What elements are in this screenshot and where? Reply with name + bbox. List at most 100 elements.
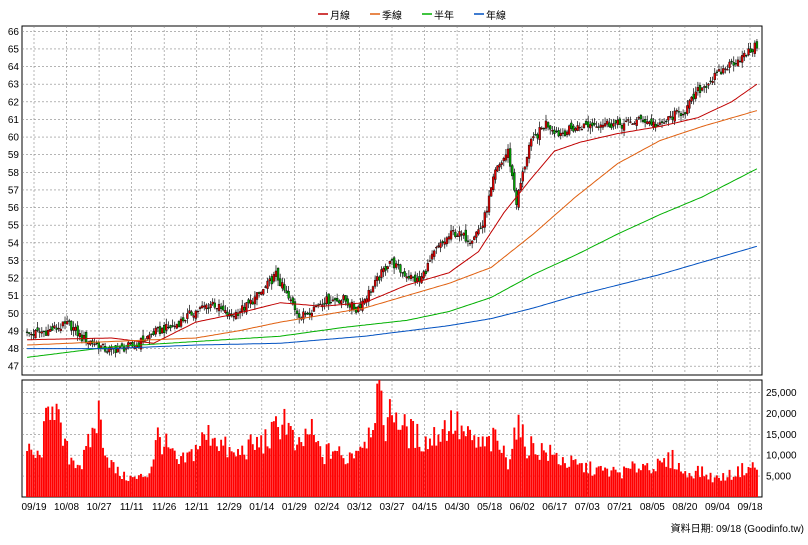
volume-bar (384, 441, 387, 497)
volume-bar (481, 436, 484, 497)
volume-bar (161, 454, 164, 497)
candle-body (532, 136, 535, 139)
volume-bar (374, 423, 377, 497)
volume-bar (296, 444, 299, 497)
candle-body (217, 303, 221, 312)
candle-body (289, 299, 292, 301)
x-tick-label-20: 08/20 (672, 502, 697, 513)
volume-bar (475, 447, 478, 497)
candle-body (648, 121, 651, 124)
candle-body (553, 129, 556, 134)
candle-body (734, 63, 737, 65)
candle-body (28, 332, 31, 334)
candle-body (479, 227, 482, 230)
volume-bar (321, 457, 324, 497)
candle-body (53, 325, 56, 328)
candle-body (184, 320, 187, 322)
volume-bar (515, 439, 518, 497)
candle-body (466, 240, 470, 242)
volume-bar (684, 471, 687, 497)
candle-body (430, 253, 434, 260)
candle-body (65, 321, 69, 325)
candle-body (361, 300, 364, 311)
candle-body (262, 289, 265, 295)
volume-bar (207, 425, 210, 497)
volume-bar (262, 453, 265, 497)
volume-bar (260, 435, 263, 497)
candle-body (243, 307, 246, 311)
volume-bar (469, 429, 472, 497)
volume-bar (188, 451, 191, 497)
volume-bar (239, 454, 242, 497)
volume-bar (513, 427, 516, 497)
volume-bar (448, 431, 450, 497)
volume-bar (308, 434, 311, 497)
candle-body (416, 277, 419, 282)
candle-body (572, 125, 575, 132)
volume-bar (310, 418, 313, 497)
price-tick-65: 65 (8, 44, 20, 55)
candle-body (203, 305, 206, 308)
volume-tick-4: 25,000 (766, 388, 797, 399)
volume-bar (323, 464, 326, 497)
volume-bar (724, 480, 727, 497)
volume-bar (66, 441, 69, 497)
candle-body (502, 157, 505, 162)
candle-body (344, 295, 347, 302)
volume-bar (578, 463, 581, 497)
price-tick-56: 56 (8, 203, 20, 214)
candle-body (331, 299, 335, 302)
candle-body (245, 302, 248, 313)
volume-bar (528, 455, 531, 497)
volume-bar (648, 470, 651, 497)
volume-bar (433, 427, 436, 497)
candle-body (327, 293, 330, 305)
candle-body (369, 291, 373, 293)
volume-bar (42, 421, 45, 497)
candle-body (270, 276, 273, 285)
volume-bar (631, 461, 634, 497)
candle-body (675, 110, 678, 112)
candle-body (186, 313, 189, 319)
volume-bar (549, 444, 552, 497)
x-tick-label-22: 09/18 (737, 502, 762, 513)
candle-body (677, 111, 681, 113)
volume-bar (483, 446, 486, 497)
candle-body (279, 278, 282, 287)
volume-bar (279, 439, 282, 497)
volume-bar (95, 433, 98, 497)
volume-bar (452, 433, 455, 497)
candle-body (485, 210, 489, 213)
volume-bar (504, 457, 507, 497)
volume-bar (509, 459, 512, 497)
volume-bar (59, 422, 62, 497)
candle-body (57, 327, 60, 330)
volume-bar (40, 457, 43, 497)
candle-body (380, 269, 383, 278)
candle-body (686, 105, 689, 114)
volume-bar (418, 446, 421, 497)
candle-body (688, 100, 691, 109)
volume-bar (530, 436, 533, 497)
volume-bar (144, 476, 147, 497)
volume-bar (367, 427, 370, 497)
candle-body (546, 122, 550, 128)
candle-body (156, 327, 159, 329)
candle-body (521, 171, 524, 182)
volume-bar (281, 424, 284, 497)
candle-body (745, 54, 748, 57)
price-tick-52: 52 (8, 274, 20, 285)
volume-bar (589, 461, 592, 497)
candles (25, 39, 759, 358)
x-tick-label-16: 06/17 (542, 502, 567, 513)
candle-body (163, 325, 166, 334)
candle-body (40, 331, 43, 334)
volume-bar (152, 459, 155, 497)
candle-body (101, 343, 105, 346)
candle-body (42, 330, 46, 333)
candle-body (215, 308, 219, 310)
volume-bar (205, 439, 208, 497)
volume-bar (635, 472, 638, 497)
volume-bar (135, 478, 138, 497)
volume-bar (642, 463, 644, 497)
